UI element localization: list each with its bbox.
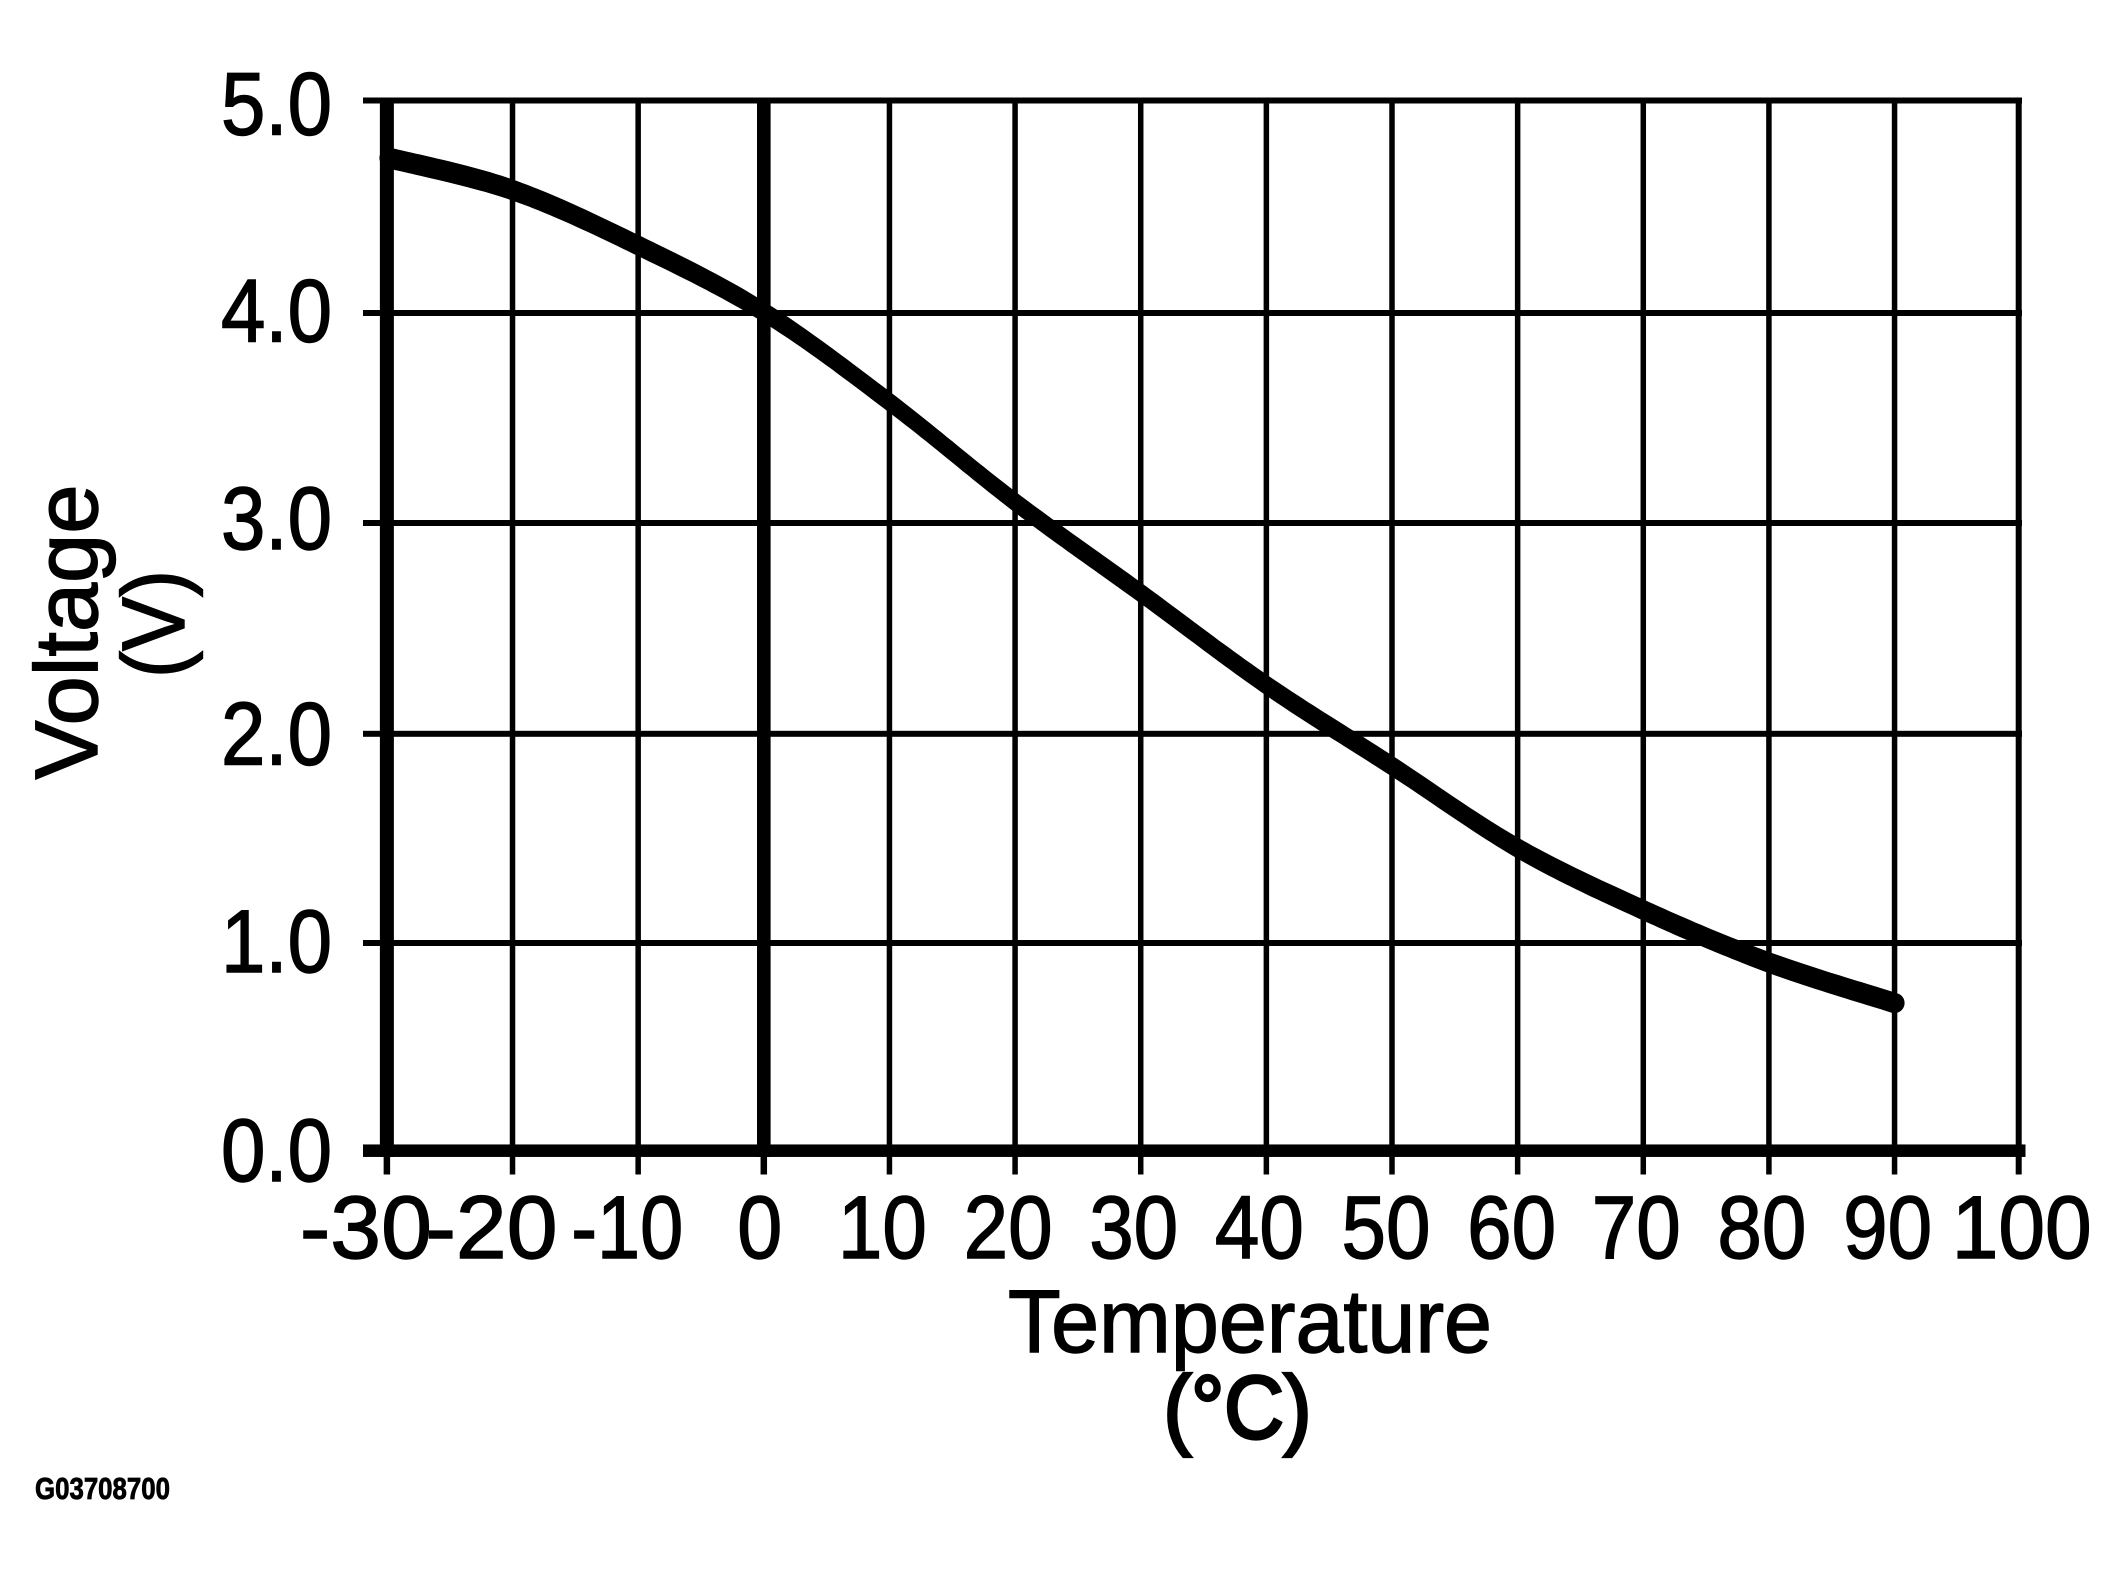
svg-text:80: 80 [1717,1177,1806,1277]
svg-text:Temperature: Temperature [1008,1271,1492,1371]
svg-text:90: 90 [1843,1177,1932,1277]
svg-text:30: 30 [1089,1177,1178,1277]
svg-text:-10: -10 [571,1177,683,1277]
svg-text:20: 20 [964,1177,1053,1277]
svg-text:(°C): (°C) [1164,1357,1312,1457]
svg-text:0: 0 [737,1177,782,1277]
svg-text:4.0: 4.0 [221,261,332,361]
svg-text:(V): (V) [103,570,203,678]
svg-text:100: 100 [1952,1177,2092,1277]
svg-text:5.0: 5.0 [221,54,332,154]
svg-text:Voltage: Voltage [16,485,116,780]
svg-text:50: 50 [1342,1177,1431,1277]
svg-text:0.0: 0.0 [221,1100,332,1200]
svg-text:10: 10 [838,1177,927,1277]
svg-text:40: 40 [1215,1177,1304,1277]
svg-text:70: 70 [1592,1177,1681,1277]
svg-text:G03708700: G03708700 [35,1472,170,1506]
svg-text:1.0: 1.0 [221,891,332,991]
svg-text:-20: -20 [426,1177,558,1277]
svg-text:3.0: 3.0 [221,468,332,568]
svg-text:2.0: 2.0 [221,684,332,784]
svg-text:-30: -30 [300,1177,432,1277]
svg-text:60: 60 [1467,1177,1556,1277]
